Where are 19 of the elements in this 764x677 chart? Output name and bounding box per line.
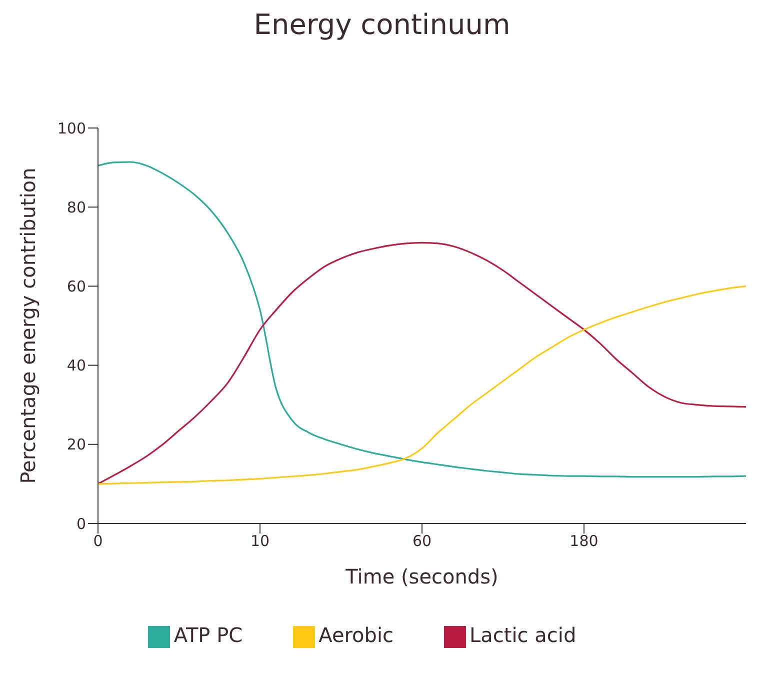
y-tick-label: 80 xyxy=(66,198,86,216)
y-tick-label: 60 xyxy=(66,278,86,296)
y-tick-label: 100 xyxy=(57,119,86,138)
x-tick-label: 10 xyxy=(250,532,270,550)
x-tick-label: 0 xyxy=(93,532,103,550)
y-axis-title: Percentage energy contribution xyxy=(16,168,40,484)
x-tick-label: 60 xyxy=(412,532,432,550)
y-tick-label: 20 xyxy=(66,436,86,454)
line-series xyxy=(98,161,746,478)
legend-label: Lactic acid xyxy=(470,623,576,648)
y-tick-label: 40 xyxy=(66,356,86,375)
x-axis-title: Time (seconds) xyxy=(344,564,498,588)
legend-label: Aerobic xyxy=(318,623,394,648)
line-series xyxy=(98,242,746,485)
x-tick-label: 180 xyxy=(570,532,598,550)
y-tick-label: 0 xyxy=(76,514,86,533)
line-series xyxy=(98,285,746,485)
chart-title: Energy continuum xyxy=(252,8,512,43)
legend-label: ATP PC xyxy=(174,623,243,648)
